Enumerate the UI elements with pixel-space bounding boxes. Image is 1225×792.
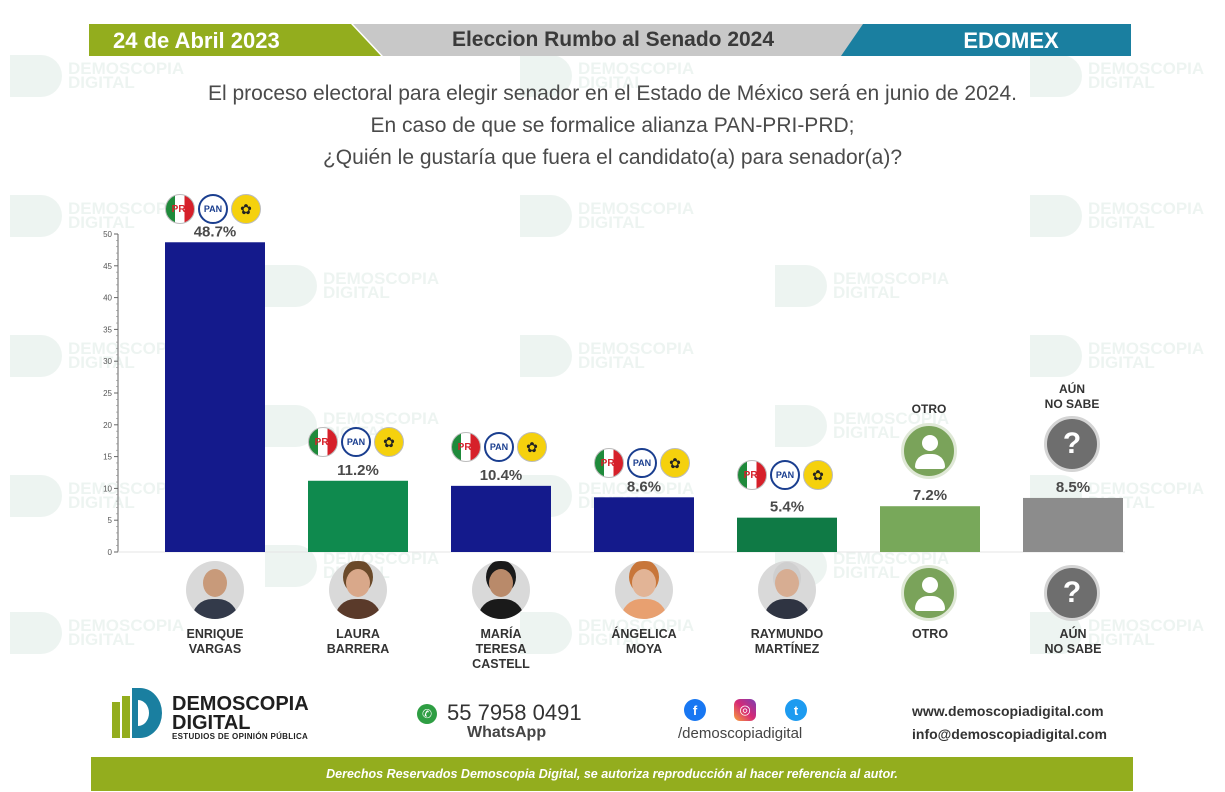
header-title-section: Eleccion Rumbo al Senado 2024 [353, 24, 873, 56]
header-date: 24 de Abril 2023 [113, 28, 280, 53]
bar-value-label: 11.2% [337, 462, 379, 479]
bar [451, 485, 551, 552]
y-tick-label: 50 [103, 230, 112, 239]
rights-bar: Derechos Reservados Demoscopia Digital, … [91, 757, 1133, 791]
instagram-icon[interactable]: ◎ [734, 699, 756, 721]
bar-value-label: 10.4% [480, 467, 523, 484]
avatar [615, 561, 673, 619]
pri-logo-icon: PRI [451, 432, 481, 462]
whatsapp-phone[interactable]: 55 7958 0491 [447, 700, 582, 725]
pri-logo-icon: PRI [737, 460, 767, 490]
social-handle[interactable]: /demoscopiadigital [678, 725, 803, 742]
bar [1023, 497, 1123, 552]
person-icon [901, 423, 957, 479]
pan-logo-icon: PAN [484, 432, 514, 462]
email-link[interactable]: info@demoscopiadigital.com [912, 726, 1107, 742]
y-tick-label: 5 [108, 516, 113, 525]
pri-logo-icon: PRI [165, 194, 195, 224]
candidate-name: AÚN NO SABE [1044, 627, 1102, 656]
whatsapp-icon[interactable]: ✆ [417, 704, 437, 724]
y-tick-label: 25 [103, 389, 112, 398]
y-tick-label: 35 [103, 325, 112, 334]
header-title: Eleccion Rumbo al Senado 2024 [451, 28, 775, 51]
brand-name: DEMOSCOPIA DIGITAL [172, 693, 309, 734]
bar-value-label: 5.4% [770, 499, 804, 516]
question-mark-icon: ? [1044, 565, 1100, 621]
facebook-icon[interactable]: f [684, 699, 706, 721]
twitter-icon[interactable]: t [785, 699, 807, 721]
y-tick-label: 10 [103, 484, 112, 493]
avatar [186, 561, 244, 619]
avatar [329, 561, 387, 619]
prd-logo-icon: ✿ [374, 427, 404, 457]
whatsapp-label: WhatsApp [467, 724, 547, 741]
question-line-3: ¿Quién le gustaría que fuera el candidat… [322, 146, 903, 169]
person-icon [901, 565, 957, 621]
question-line-2: En caso de que se formalice alianza PAN-… [370, 114, 855, 137]
candidate-name: RAYMUNDO MARTÍNEZ [750, 627, 824, 656]
pan-logo-icon: PAN [770, 460, 800, 490]
y-tick-label: 15 [103, 453, 112, 462]
bar-value-label: 48.7% [194, 223, 237, 240]
header-date-section: 24 de Abril 2023 [89, 24, 381, 56]
avatar [472, 561, 530, 619]
party-logos: PRI PAN ✿ [737, 460, 833, 490]
header-state-section: EDOMEX [841, 24, 1131, 56]
y-tick-label: 30 [103, 357, 112, 366]
party-logos: PRI PAN ✿ [594, 448, 690, 478]
y-tick-label: 40 [103, 294, 112, 303]
bar-value-label: 7.2% [913, 487, 947, 504]
rights-text: Derechos Reservados Demoscopia Digital, … [326, 767, 898, 781]
bar [594, 497, 694, 552]
prd-logo-icon: ✿ [517, 432, 547, 462]
otro-top-label: OTRO [911, 402, 947, 416]
question-line-1: El proceso electoral para elegir senador… [207, 82, 1017, 105]
brand-subtitle: ESTUDIOS DE OPINIÓN PÚBLICA [172, 732, 309, 741]
website-link[interactable]: www.demoscopiadigital.com [912, 703, 1104, 719]
question-mark-icon: ? [1044, 416, 1100, 472]
party-logos: PRI PAN ✿ [308, 427, 404, 457]
candidate-name: ÁNGELICA MOYA [611, 627, 677, 656]
pan-logo-icon: PAN [198, 194, 228, 224]
prd-logo-icon: ✿ [231, 194, 261, 224]
avatar [758, 561, 816, 619]
prd-logo-icon: ✿ [803, 460, 833, 490]
party-logos: PRI PAN ✿ [165, 194, 261, 224]
bar-value-label: 8.5% [1056, 479, 1090, 496]
prd-logo-icon: ✿ [660, 448, 690, 478]
candidate-name: MARÍA TERESA CASTELL [472, 627, 530, 671]
y-tick-label: 20 [103, 421, 112, 430]
bar [308, 480, 408, 552]
pri-logo-icon: PRI [308, 427, 338, 457]
bar-value-label: 8.6% [627, 478, 661, 495]
header-state: EDOMEX [963, 28, 1059, 53]
header-ribbon: 24 de Abril 2023 Eleccion Rumbo al Senad… [89, 24, 1131, 56]
y-tick-label: 0 [108, 548, 113, 557]
pan-logo-icon: PAN [341, 427, 371, 457]
bar [737, 517, 837, 552]
brand-logo-icon [112, 688, 162, 738]
candidate-name: OTRO [911, 627, 949, 641]
bar [880, 506, 980, 552]
y-tick-label: 45 [103, 262, 112, 271]
candidate-name: LAURA BARRERA [326, 627, 390, 656]
pan-logo-icon: PAN [627, 448, 657, 478]
no-sabe-top-label: AÚN NO SABE [1044, 382, 1100, 411]
pri-logo-icon: PRI [594, 448, 624, 478]
bar [165, 242, 265, 552]
candidate-name: ENRIQUE VARGAS [186, 627, 244, 656]
party-logos: PRI PAN ✿ [451, 432, 547, 462]
